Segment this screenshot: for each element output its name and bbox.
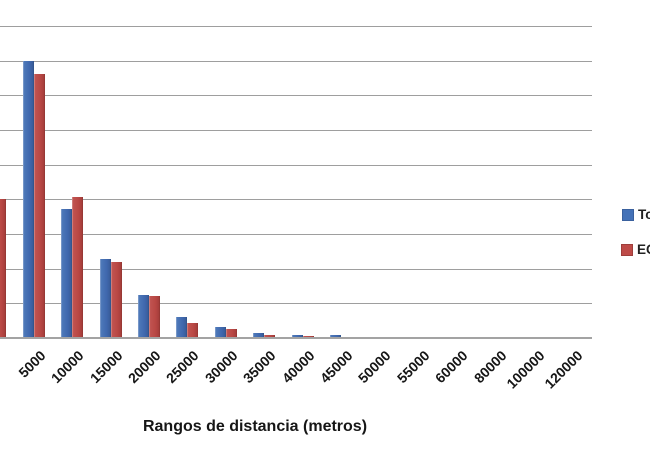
legend-swatch-icon [621,243,633,256]
bar-EC-30000 [225,328,237,338]
gridline [0,199,592,201]
bar-EC-20000 [148,296,160,338]
x-tick-label-100000: 100000 [503,347,548,392]
legend-swatch-icon [622,208,634,221]
gridline [0,268,592,270]
legend-label-series2: EC [637,242,650,257]
gridline [0,303,592,305]
bar-To-45000 [329,335,341,338]
gridline [0,129,592,131]
bar-EC-15000 [110,261,122,338]
bar-EC-35000 [264,334,276,338]
gridline [0,95,592,97]
gridline [0,164,592,166]
bar-To-5000 [22,60,34,338]
bar-cropped-left [0,199,7,338]
gridline [0,233,592,235]
bar-To-15000 [99,259,111,338]
gridline [0,60,592,62]
bar-EC-5000 [33,73,45,338]
x-axis-title: Rangos de distancia (metros) [142,418,368,435]
legend-label-series1: To [638,207,650,222]
gridline [0,25,592,27]
x-axis-line [0,337,592,339]
x-tick-label-45000: 45000 [316,347,356,387]
legend-item-series2: EC [621,242,650,257]
bar-To-40000 [291,334,303,338]
bar-To-35000 [253,332,265,338]
bar-EC-25000 [187,322,199,338]
x-tick-label-60000: 60000 [431,347,471,387]
x-tick-label-20000: 20000 [124,347,164,387]
bar-To-10000 [61,208,73,338]
x-tick-label-35000: 35000 [239,347,279,387]
legend-item-series1: To [622,207,650,222]
bar-EC-10000 [72,196,84,338]
bar-To-25000 [176,317,188,338]
bar-To-20000 [137,295,149,338]
x-tick-label-10000: 10000 [47,347,87,387]
bar-To-30000 [214,327,226,338]
